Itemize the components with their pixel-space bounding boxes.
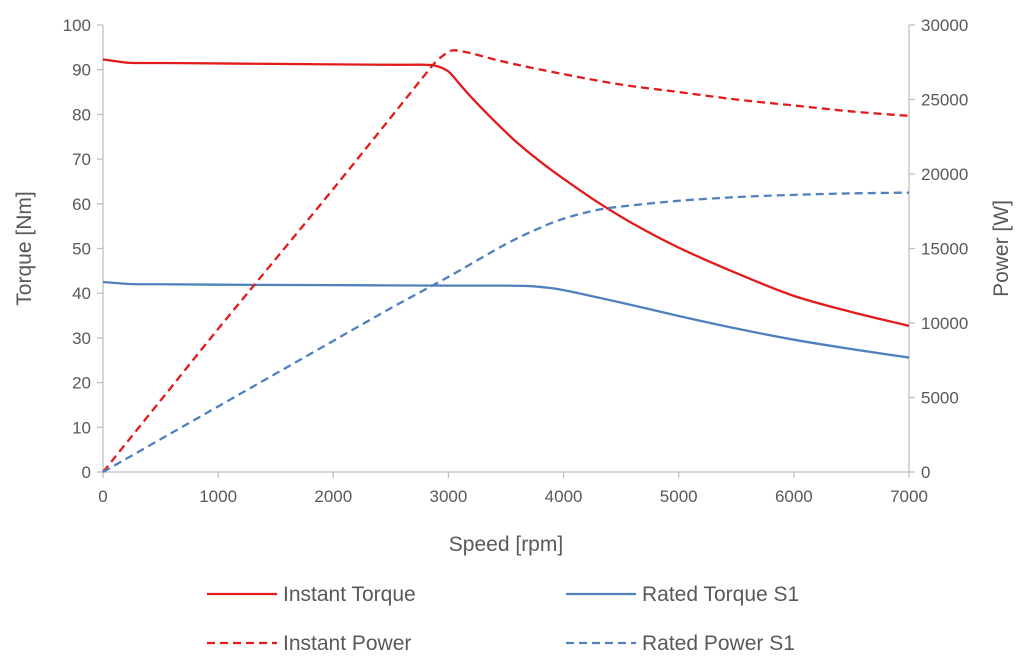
legend-item-rated-power-s1: Rated Power S1 <box>566 632 795 655</box>
y-tick-label: 60 <box>72 195 91 214</box>
x-axis-title: Speed [rpm] <box>449 533 563 556</box>
x-tick-label: 6000 <box>775 487 813 506</box>
x-tick-label: 4000 <box>545 487 583 506</box>
legend-label: Instant Power <box>283 632 411 655</box>
x-tick-label: 1000 <box>199 487 237 506</box>
legend-item-instant-torque: Instant Torque <box>207 583 416 606</box>
series-line-rated-power-s1 <box>102 191 910 473</box>
legend: Instant Torque Rated Torque S1 Instant Pow… <box>207 583 799 655</box>
series-line-instant-power <box>102 49 910 473</box>
legend-label: Rated Torque S1 <box>642 583 799 606</box>
series-line-instant-torque <box>102 58 910 327</box>
x-tick-label: 2000 <box>314 487 352 506</box>
y-tick-label: 70 <box>72 150 91 169</box>
y-tick-label: 10 <box>72 418 91 437</box>
y-tick-label: 90 <box>72 61 91 80</box>
series-line-rated-torque-s1 <box>102 280 910 359</box>
legend-item-instant-power: Instant Power <box>207 632 411 655</box>
legend-label: Instant Torque <box>283 583 416 606</box>
y-tick-label: 80 <box>72 105 91 124</box>
y2-tick-label: 15000 <box>921 240 968 259</box>
legend-label: Rated Power S1 <box>642 632 795 655</box>
y-tick-label: 20 <box>72 374 91 393</box>
y2-tick-label: 5000 <box>921 389 959 408</box>
y2-axis-title: Power [W] <box>990 200 1013 297</box>
x-tick-label: 0 <box>98 487 107 506</box>
x-tick-label: 7000 <box>890 487 928 506</box>
tick-labels: 0 1000 2000 3000 4000 5000 6000 700001020304050… <box>63 16 969 506</box>
x-tick-label: 3000 <box>430 487 468 506</box>
y2-tick-label: 20000 <box>921 165 968 184</box>
y2-tick-label: 10000 <box>921 314 968 333</box>
series-lines <box>102 49 910 473</box>
y-tick-label: 0 <box>82 463 91 482</box>
y-tick-label: 40 <box>72 284 91 303</box>
y-axis-title: Torque [Nm] <box>13 191 36 305</box>
y2-tick-label: 0 <box>921 463 930 482</box>
y2-tick-label: 30000 <box>921 16 968 35</box>
y2-tick-label: 25000 <box>921 91 968 110</box>
x-tick-label: 5000 <box>660 487 698 506</box>
y-tick-label: 100 <box>63 16 91 35</box>
y-tick-label: 30 <box>72 329 91 348</box>
legend-item-rated-torque-s1: Rated Torque S1 <box>566 583 799 606</box>
y-tick-label: 50 <box>72 240 91 259</box>
axes <box>102 25 910 473</box>
